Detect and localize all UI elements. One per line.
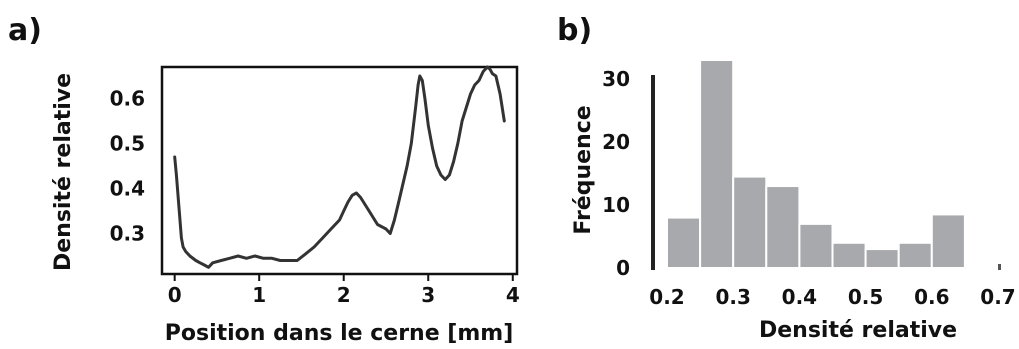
panel-a-x-tick-label-1: 1 bbox=[252, 283, 266, 307]
panel-b-bar-1 bbox=[700, 60, 733, 268]
panel-b-x-tick-label-1: 0.3 bbox=[715, 285, 750, 309]
panel-b-label: b) bbox=[557, 13, 592, 48]
panel-a-x-tick-label-4: 4 bbox=[506, 283, 520, 307]
panel-b-x-tick-label-0: 0.2 bbox=[649, 285, 684, 309]
panel-a-x-tick-label-0: 0 bbox=[168, 283, 182, 307]
panel-a-label: a) bbox=[8, 13, 42, 48]
panel-a-y-axis-label: Densité relative bbox=[51, 73, 76, 271]
panel-b-bar-6 bbox=[866, 249, 899, 268]
panel-b-y-tick-label-1: 10 bbox=[602, 193, 630, 217]
panel-a-plot-frame bbox=[162, 67, 517, 274]
panel-b-x-tick-label-2: 0.4 bbox=[782, 285, 817, 309]
panel-a-y-tick-label-2: 0.5 bbox=[110, 132, 145, 156]
panel-b-bar-5 bbox=[833, 243, 866, 268]
panel-a-x-axis-label: Position dans le cerne [mm] bbox=[165, 321, 514, 346]
panel-b-bar-8 bbox=[932, 214, 965, 268]
panel-a: a) 0 1 2 3 4 0.3 0.4 0.5 0.6 Position dans le ce… bbox=[8, 13, 520, 346]
panel-b-bars bbox=[667, 60, 965, 268]
panel-a-y-tick-label-1: 0.4 bbox=[110, 177, 145, 201]
panel-b-bar-2 bbox=[733, 177, 766, 268]
panel-a-y-tick-label-0: 0.3 bbox=[110, 222, 145, 246]
panel-b-ticks: 0.2 0.3 0.4 0.5 0.6 0.7 0 10 20 30 bbox=[602, 67, 1016, 309]
panel-b-axis-end-mark bbox=[998, 264, 1001, 270]
panel-b-x-axis-label: Densité relative bbox=[759, 318, 957, 343]
panel-b-y-tick-label-3: 30 bbox=[602, 67, 630, 91]
panel-a-y-tick-label-3: 0.6 bbox=[110, 87, 145, 111]
panel-a-x-tick-label-3: 3 bbox=[421, 283, 435, 307]
panel-b-x-tick-label-4: 0.6 bbox=[914, 285, 949, 309]
panel-b-x-tick-label-5: 0.7 bbox=[980, 285, 1015, 309]
panel-b-x-tick-label-3: 0.5 bbox=[848, 285, 883, 309]
panel-b-y-axis-label: Fréquence bbox=[571, 105, 596, 234]
panel-a-density-curve bbox=[175, 67, 505, 267]
panel-b-y-tick-label-2: 20 bbox=[602, 130, 630, 154]
panel-b-bar-7 bbox=[899, 243, 932, 268]
panel-b-bar-4 bbox=[799, 224, 832, 268]
panel-a-x-tick-label-2: 2 bbox=[337, 283, 351, 307]
panel-b-bar-0 bbox=[667, 218, 700, 268]
panel-b-y-tick-label-0: 0 bbox=[616, 256, 630, 280]
panel-b: b) 0.2 0.3 0.4 0.5 0.6 0.7 0 10 20 30 Densité rel… bbox=[557, 13, 1016, 343]
panel-b-bar-3 bbox=[766, 186, 799, 268]
